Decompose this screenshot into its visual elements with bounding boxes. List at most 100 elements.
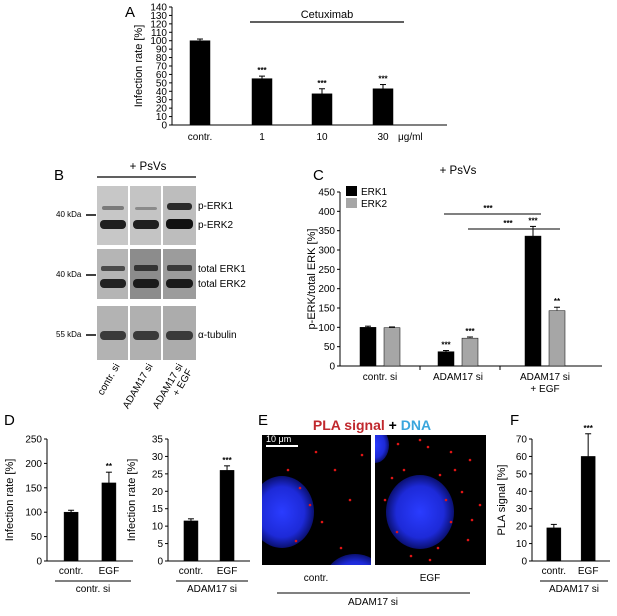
x-tick-label: EGF <box>578 566 599 577</box>
bar <box>311 93 333 126</box>
blot-band <box>133 331 159 340</box>
pla-dot <box>468 458 472 462</box>
y-tick-label: 200 <box>318 284 335 295</box>
blot-lane-bg <box>163 249 196 299</box>
panel-letter-b: B <box>54 167 64 184</box>
bracket-label: *** <box>503 219 513 228</box>
blot-strip-perk <box>97 186 196 245</box>
y-axis-label: p-ERK/total ERK [%] <box>306 229 318 330</box>
pla-dot <box>339 546 343 550</box>
y-tick-label: 0 <box>521 557 527 568</box>
panel-letter-a: A <box>125 4 135 21</box>
group-label: ADAM17 si <box>549 584 599 595</box>
y-tick-label: 20 <box>152 487 164 498</box>
blot-strip-tubulin <box>97 306 196 360</box>
dna-title: DNA <box>401 417 431 433</box>
nucleus <box>386 475 454 549</box>
y-tick-label: 10 <box>156 112 168 123</box>
x-tick-label: contr. <box>188 132 212 143</box>
y-tick-label: 50 <box>31 532 43 543</box>
pla-dot <box>444 498 448 502</box>
y-tick-label: 140 <box>150 3 167 14</box>
y-tick-label: 60 <box>156 70 168 81</box>
blot-band <box>134 265 158 271</box>
x-tick-label: EGF <box>99 566 120 577</box>
chart-panel-d-left: 0 50 100 150 200 250 Infection rate [%] contr. *… <box>4 435 133 595</box>
significance-label: *** <box>222 456 232 465</box>
blot-band <box>166 279 193 288</box>
legend-label: ERK1 <box>361 187 388 198</box>
x-tick-label: 30 <box>377 132 389 143</box>
x-tick-label: + EGF <box>530 384 559 395</box>
x-tick-label: 10 <box>316 132 328 143</box>
y-tick-label: 400 <box>318 207 335 218</box>
y-axis-label: PLA signal [%] <box>496 465 508 536</box>
x-tick-label: contr. si <box>363 372 397 383</box>
blot-band <box>167 265 192 271</box>
blot-lane-label: ADAM17 si <box>121 362 156 411</box>
legend-swatch <box>346 186 357 196</box>
x-tick-label: contr. <box>542 566 566 577</box>
y-tick-label: 100 <box>150 36 167 47</box>
x-tick-label: contr. <box>59 566 83 577</box>
x-tick-label: 1 <box>259 132 265 143</box>
bar <box>524 235 542 367</box>
x-tick-label: EGF <box>217 566 238 577</box>
significance-label: *** <box>465 327 475 336</box>
y-tick-label: 120 <box>150 19 167 30</box>
pla-dot <box>320 520 324 524</box>
microscopy-title: PLA signal + DNA <box>313 417 431 433</box>
significance-label: *** <box>378 75 388 84</box>
pla-dot <box>308 503 312 507</box>
y-axis-label: Infection rate [%] <box>4 459 16 542</box>
pla-dot <box>286 468 290 472</box>
blot-strip-total-erk <box>97 249 196 299</box>
pla-dot <box>409 554 413 558</box>
chart-panel-f: 0 10 20 30 40 50 60 70 PLA signal [%] contr. *** EG… <box>496 424 610 595</box>
legend-swatch <box>346 198 357 208</box>
x-tick-label: ADAM17 si <box>520 372 570 383</box>
group-label: ADAM17 si <box>348 597 398 608</box>
y-tick-label: 110 <box>151 28 167 39</box>
bar <box>359 327 377 367</box>
pla-dots-contr <box>286 450 364 550</box>
y-tick-label: 40 <box>516 487 528 498</box>
pla-dot <box>396 442 400 446</box>
panel-letter-c: C <box>313 167 324 184</box>
y-tick-label: 300 <box>318 246 335 257</box>
pla-dot <box>298 486 302 490</box>
blot-band-label: total ERK1 <box>198 264 246 275</box>
y-tick-label: 250 <box>318 265 335 276</box>
treatment-label: Cetuximab <box>301 9 354 21</box>
title-plus: + <box>389 417 401 433</box>
pla-dot <box>360 453 364 457</box>
y-tick-label: 70 <box>156 62 168 73</box>
y-tick-label: 200 <box>25 459 42 470</box>
y-tick-label: 150 <box>318 304 335 315</box>
pla-dot <box>383 498 387 502</box>
y-tick-label: 80 <box>156 53 168 64</box>
pla-dot <box>348 498 352 502</box>
blot-title: + PsVs <box>130 161 167 173</box>
bar <box>101 482 117 562</box>
y-tick-label: 50 <box>516 469 528 480</box>
microscopy-panel: PLA signal + DNA 10 μm contr. <box>262 417 486 608</box>
y-tick-label: 50 <box>324 342 336 353</box>
nucleus <box>330 554 371 565</box>
y-tick-label: 30 <box>156 95 168 106</box>
y-tick-label: 20 <box>516 522 528 533</box>
pla-dot <box>294 539 298 543</box>
y-tick-label: 60 <box>516 452 528 463</box>
y-tick-label: 70 <box>516 435 528 446</box>
y-tick-label: 15 <box>152 504 164 515</box>
panel-letter-e: E <box>258 412 268 429</box>
blot-lane-bg <box>163 186 196 245</box>
nucleus <box>262 476 314 548</box>
chart-panel-a: 0102030405060708090100110120130140Infect… <box>133 3 447 143</box>
chart-title: + PsVs <box>440 165 477 177</box>
panel-letter-f: F <box>510 412 519 429</box>
y-tick-label: 30 <box>152 452 164 463</box>
y-tick-label: 250 <box>25 435 42 446</box>
y-tick-label: 100 <box>318 323 335 334</box>
nucleus <box>375 435 389 463</box>
